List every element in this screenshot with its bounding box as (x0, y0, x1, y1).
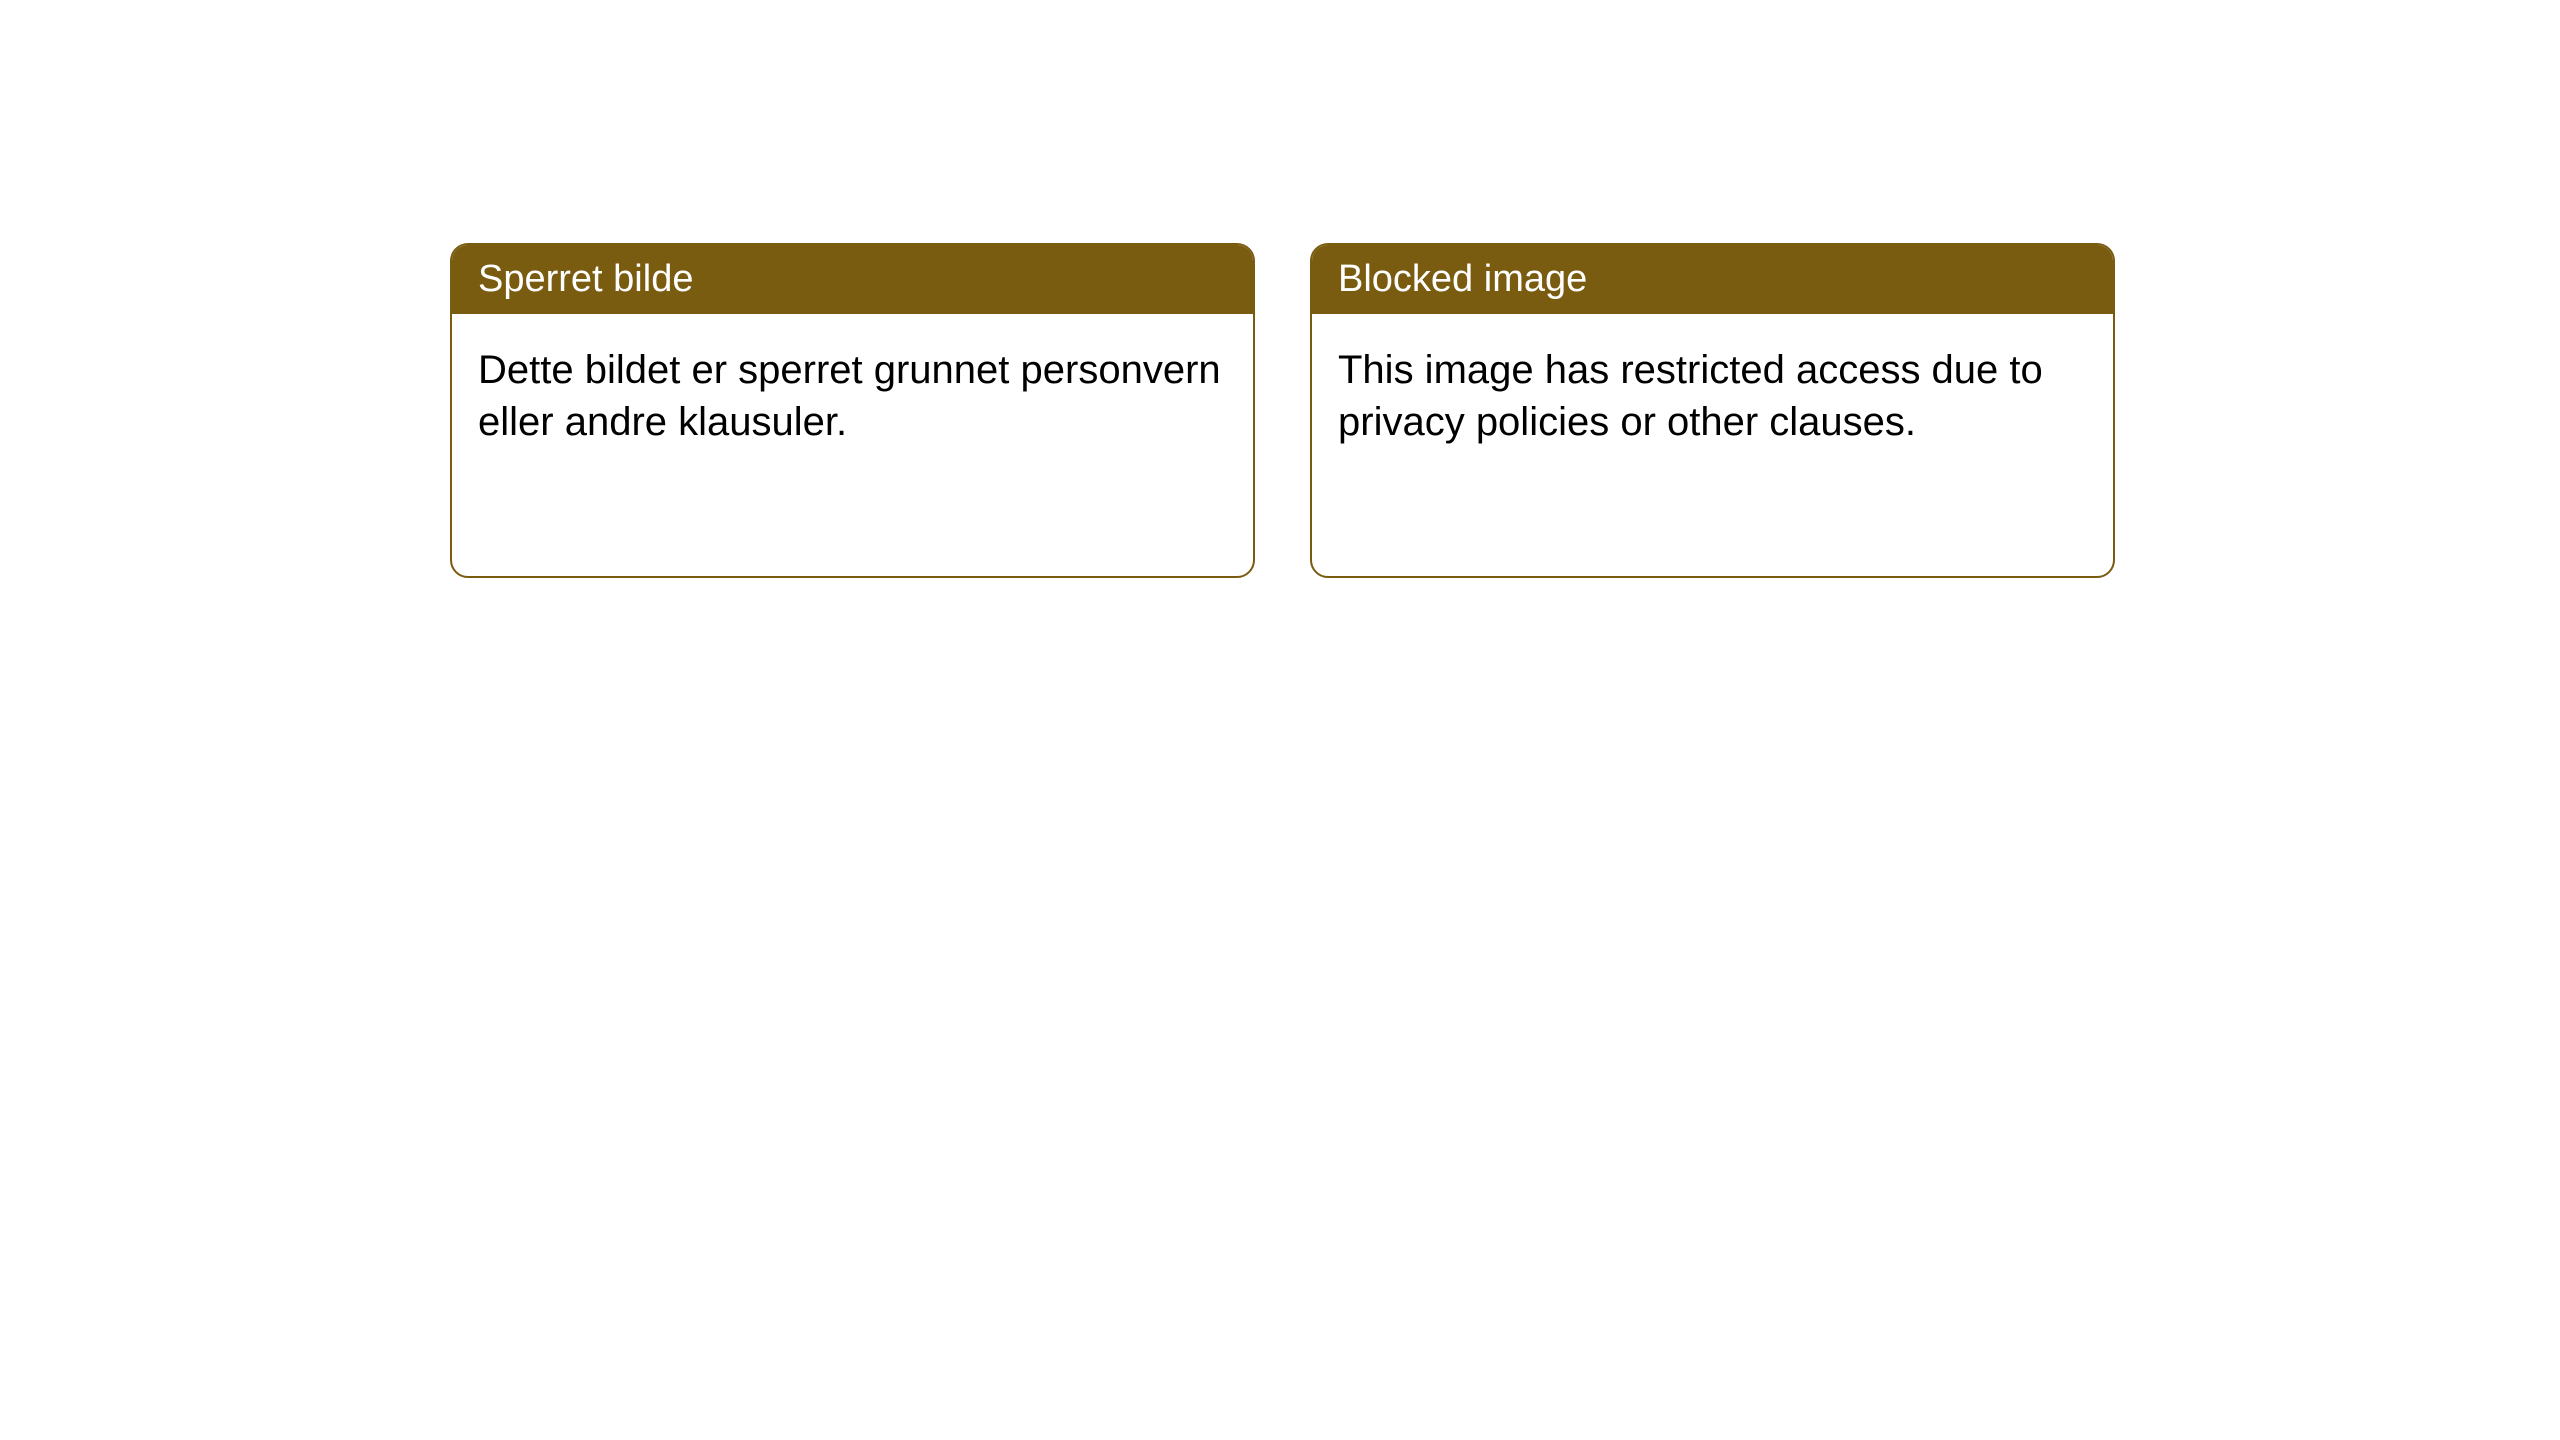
card-header-title: Sperret bilde (478, 258, 693, 300)
card-header: Blocked image (1312, 245, 2113, 314)
notice-card-english: Blocked image This image has restricted … (1310, 243, 2115, 578)
card-header: Sperret bilde (452, 245, 1253, 314)
card-body-text: Dette bildet er sperret grunnet personve… (478, 348, 1221, 444)
card-header-title: Blocked image (1338, 258, 1587, 300)
notice-card-norwegian: Sperret bilde Dette bildet er sperret gr… (450, 243, 1255, 578)
notice-cards-container: Sperret bilde Dette bildet er sperret gr… (450, 243, 2115, 578)
card-body: Dette bildet er sperret grunnet personve… (452, 314, 1253, 478)
card-body-text: This image has restricted access due to … (1338, 348, 2043, 444)
card-body: This image has restricted access due to … (1312, 314, 2113, 478)
